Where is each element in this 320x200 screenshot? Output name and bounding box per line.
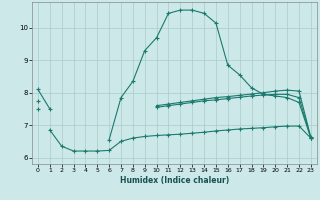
X-axis label: Humidex (Indice chaleur): Humidex (Indice chaleur): [120, 176, 229, 185]
